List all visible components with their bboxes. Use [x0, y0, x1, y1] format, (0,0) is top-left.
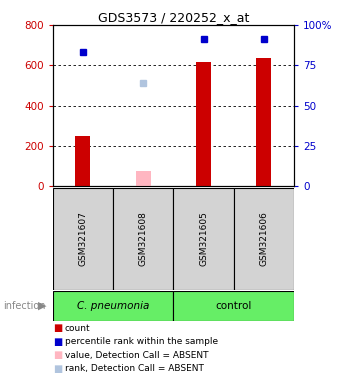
- Text: ▶: ▶: [38, 301, 47, 311]
- Text: ■: ■: [53, 364, 63, 374]
- Bar: [173, 291, 294, 321]
- Bar: [234, 188, 294, 290]
- Text: percentile rank within the sample: percentile rank within the sample: [65, 337, 218, 346]
- Bar: [173, 188, 234, 290]
- Text: infection: infection: [3, 301, 46, 311]
- Text: ■: ■: [53, 337, 63, 347]
- Text: ■: ■: [53, 350, 63, 360]
- Bar: [136, 171, 151, 186]
- Bar: [53, 291, 173, 321]
- Bar: [113, 188, 173, 290]
- Text: count: count: [65, 324, 90, 333]
- Text: C. pneumonia: C. pneumonia: [77, 301, 149, 311]
- Text: value, Detection Call = ABSENT: value, Detection Call = ABSENT: [65, 351, 208, 360]
- Text: control: control: [216, 301, 252, 311]
- Bar: [75, 136, 90, 186]
- Bar: [256, 58, 271, 186]
- Text: GSM321608: GSM321608: [139, 212, 148, 266]
- Bar: [53, 188, 113, 290]
- Text: rank, Detection Call = ABSENT: rank, Detection Call = ABSENT: [65, 364, 203, 373]
- Title: GDS3573 / 220252_x_at: GDS3573 / 220252_x_at: [98, 11, 249, 24]
- Text: GSM321607: GSM321607: [79, 212, 87, 266]
- Text: GSM321606: GSM321606: [259, 212, 268, 266]
- Text: ■: ■: [53, 323, 63, 333]
- Text: GSM321605: GSM321605: [199, 212, 208, 266]
- Bar: [196, 62, 211, 186]
